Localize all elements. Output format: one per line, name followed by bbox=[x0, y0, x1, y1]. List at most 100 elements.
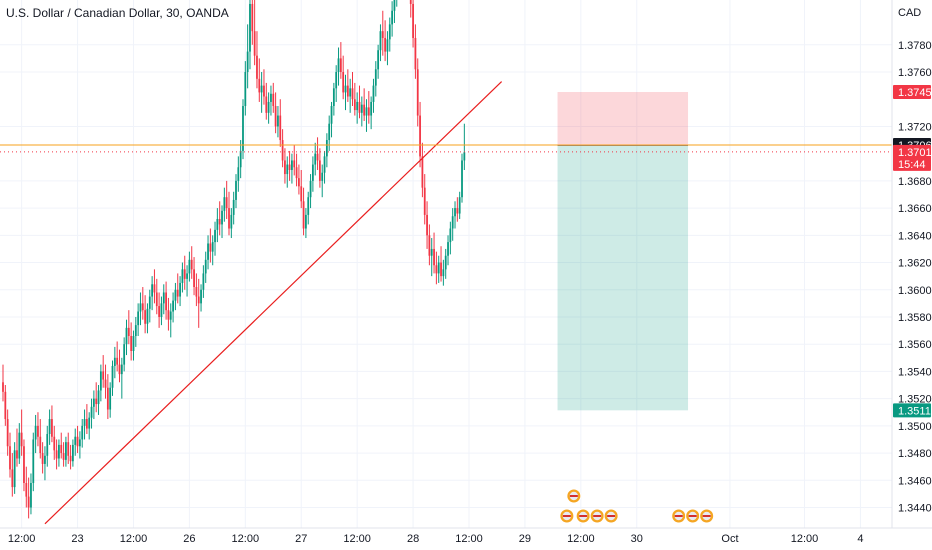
candle-down bbox=[342, 72, 345, 93]
candle-up bbox=[92, 398, 95, 407]
candle-down bbox=[39, 436, 42, 454]
candle-down bbox=[102, 371, 105, 380]
candle-up bbox=[444, 255, 447, 270]
candle-up bbox=[260, 85, 263, 93]
candle-up bbox=[204, 259, 207, 274]
candle-down bbox=[298, 178, 300, 187]
candle-up bbox=[307, 197, 310, 215]
candle-down bbox=[263, 85, 265, 97]
time-tick-label: 12:00 bbox=[567, 533, 595, 545]
candle-up bbox=[344, 85, 347, 93]
candle-down bbox=[195, 287, 198, 297]
time-tick-label: 30 bbox=[631, 533, 643, 545]
candle-up bbox=[125, 327, 128, 345]
last-price-tag bbox=[893, 144, 931, 171]
candle-down bbox=[127, 327, 130, 337]
candle-up bbox=[18, 432, 21, 459]
candle-up bbox=[239, 150, 242, 168]
candle-down bbox=[295, 167, 298, 179]
candle-down bbox=[363, 104, 366, 116]
candle-up bbox=[214, 229, 216, 243]
candle-up bbox=[370, 101, 373, 116]
price-tick-label: 1.35600 bbox=[898, 339, 932, 351]
short-position-tool[interactable] bbox=[557, 92, 689, 411]
candle-up bbox=[172, 300, 174, 312]
candle-up bbox=[246, 51, 249, 72]
candle-down bbox=[416, 69, 419, 116]
candle-down bbox=[300, 186, 303, 202]
time-tick-label: 26 bbox=[183, 533, 195, 545]
candle-up bbox=[58, 444, 60, 459]
candle-up bbox=[169, 311, 172, 320]
candle-up bbox=[458, 197, 461, 214]
economic-events[interactable] bbox=[559, 488, 715, 524]
price-tick-label: 1.36000 bbox=[898, 285, 932, 297]
candle-up bbox=[139, 303, 142, 312]
candle-down bbox=[106, 387, 109, 410]
candle-down bbox=[456, 208, 459, 214]
candle-up bbox=[200, 289, 202, 304]
candle-down bbox=[253, 31, 256, 56]
candle-up bbox=[244, 72, 247, 107]
candle-up bbox=[146, 308, 149, 324]
candle-up bbox=[74, 436, 77, 445]
event-flag-stripe-icon bbox=[702, 515, 711, 517]
event-flag-stripe-icon bbox=[569, 495, 578, 497]
candle-down bbox=[435, 265, 438, 274]
time-tick-label: 23 bbox=[71, 533, 83, 545]
candle-up bbox=[88, 417, 91, 429]
candle-down bbox=[118, 364, 121, 375]
candle-up bbox=[309, 180, 312, 198]
candle-up bbox=[454, 208, 456, 217]
candle-down bbox=[190, 259, 193, 270]
candle-up bbox=[267, 101, 270, 113]
candle-up bbox=[388, 24, 391, 40]
candle-down bbox=[16, 450, 18, 459]
candle-up bbox=[335, 72, 338, 89]
drawing-lines[interactable] bbox=[0, 81, 892, 525]
candle-down bbox=[41, 453, 44, 464]
price-tick-label: 1.35400 bbox=[898, 366, 932, 378]
stop-loss-zone[interactable] bbox=[557, 92, 689, 146]
price-tick-label: 1.36800 bbox=[898, 176, 932, 188]
candle-down bbox=[158, 306, 161, 317]
candle-up bbox=[162, 292, 165, 304]
candle-up bbox=[90, 406, 93, 418]
candle-down bbox=[265, 96, 268, 113]
candle-down bbox=[256, 55, 258, 79]
candle-up bbox=[230, 214, 233, 229]
time-tick-label: 12:00 bbox=[8, 533, 36, 545]
time-axis[interactable]: 12:00 23 12:00 26 12:00 27 12:00 28 12:00 29 12:00… bbox=[8, 533, 864, 545]
trend-line[interactable] bbox=[44, 81, 503, 525]
candle-up bbox=[202, 273, 205, 290]
candle-down bbox=[144, 310, 147, 324]
candle-down bbox=[167, 310, 170, 320]
candle-up bbox=[321, 172, 324, 181]
candle-down bbox=[419, 115, 421, 157]
currency-label: CAD bbox=[898, 7, 921, 19]
price-tick-label: 1.36600 bbox=[898, 203, 932, 215]
candle-up bbox=[386, 39, 389, 52]
candle-down bbox=[9, 446, 11, 470]
take-profit-zone[interactable] bbox=[557, 145, 689, 411]
candle-down bbox=[318, 160, 321, 181]
candle-down bbox=[414, 37, 417, 70]
candlestick-series bbox=[2, 0, 466, 519]
candle-down bbox=[274, 106, 277, 127]
candle-up bbox=[81, 425, 84, 440]
candle-down bbox=[358, 101, 361, 113]
candle-down bbox=[176, 289, 179, 297]
last-price-tag-countdown: 15:44 bbox=[898, 159, 926, 171]
candle-down bbox=[316, 153, 319, 161]
time-tick-label: 29 bbox=[519, 533, 531, 545]
stop-loss-tag bbox=[893, 85, 931, 100]
candle-up bbox=[430, 248, 433, 256]
candle-up bbox=[449, 228, 452, 243]
candle-down bbox=[11, 469, 14, 488]
candle-down bbox=[85, 419, 88, 429]
candle-up bbox=[30, 483, 32, 508]
candle-up bbox=[48, 419, 51, 435]
price-axis[interactable]: 1.34400 1.34600 1.34800 1.35000 1.35200 1.354… bbox=[898, 40, 932, 515]
